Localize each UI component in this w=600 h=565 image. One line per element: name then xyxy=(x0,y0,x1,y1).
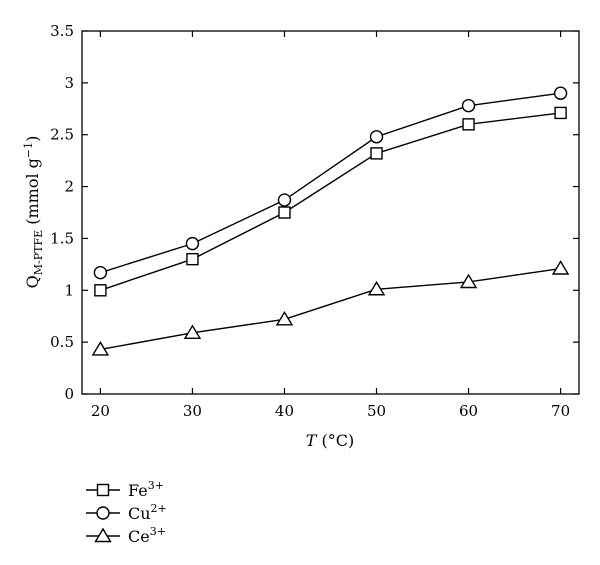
x-tick-label: 40 xyxy=(275,402,294,420)
data-point-ce xyxy=(183,324,202,340)
data-point-cu xyxy=(461,98,476,113)
y-axis-label-rest: (mmol g xyxy=(23,158,42,230)
x-tick-label: 20 xyxy=(91,402,110,420)
y-axis-label-close: ) xyxy=(23,136,42,142)
legend-marker-circle xyxy=(96,506,110,520)
data-point-cu xyxy=(93,265,108,280)
legend-label: Ce3+ xyxy=(128,525,166,546)
legend-label-name: Fe xyxy=(128,481,148,500)
data-point-ce xyxy=(91,341,110,356)
data-point-cu xyxy=(277,193,292,207)
series-line-cu xyxy=(100,92,561,274)
data-point-fe xyxy=(94,284,107,297)
x-tick-label: 50 xyxy=(367,402,386,420)
data-point-ce xyxy=(459,273,478,289)
data-point-fe xyxy=(462,118,475,131)
x-tick-label: 30 xyxy=(183,402,202,420)
data-point-cu xyxy=(369,130,384,144)
y-axis-label: QM-PTFE (mmol g−1) xyxy=(22,136,45,289)
legend-item-fe: Fe3+ xyxy=(86,479,164,500)
x-axis-label-main: T xyxy=(306,431,318,450)
series-line-ce xyxy=(100,267,561,351)
legend-label-charge: 3+ xyxy=(148,479,164,492)
legend-item-ce: Ce3+ xyxy=(86,525,166,546)
legend-label: Cu2+ xyxy=(128,502,167,523)
legend-label-charge: 2+ xyxy=(151,502,167,515)
y-tick-label: 1 xyxy=(64,281,74,299)
series-fe xyxy=(94,106,567,297)
legend-marker-square xyxy=(96,483,110,497)
y-tick-label: 2 xyxy=(64,178,74,196)
legend-label-charge: 3+ xyxy=(150,525,166,538)
y-axis-ticks: 0 0.5 1 1.5 2 2.5 3 3.5 xyxy=(50,22,579,403)
legend-label-name: Ce xyxy=(128,527,150,546)
series-layer xyxy=(91,86,570,356)
y-tick-label: 0 xyxy=(64,385,74,403)
data-point-fe xyxy=(370,147,383,160)
y-tick-label: 2.5 xyxy=(50,126,74,144)
legend-item-cu: Cu2+ xyxy=(86,502,167,523)
y-tick-label: 1.5 xyxy=(50,229,74,247)
data-point-cu xyxy=(185,236,200,251)
data-point-fe xyxy=(186,252,199,266)
x-axis-label-rest: (°C) xyxy=(316,431,354,450)
y-tick-label: 3 xyxy=(64,74,74,92)
y-axis-label-main: Q xyxy=(23,275,42,288)
data-point-ce xyxy=(275,310,294,326)
x-axis-ticks: 20 30 40 50 60 70 xyxy=(91,31,570,420)
legend-label: Fe3+ xyxy=(128,479,164,500)
series-cu xyxy=(93,86,568,280)
y-tick-label: 3.5 xyxy=(50,22,74,40)
data-point-ce xyxy=(367,280,386,296)
x-tick-label: 60 xyxy=(459,402,478,420)
series-ce xyxy=(91,260,570,356)
x-tick-label: 70 xyxy=(551,402,570,420)
legend-label-name: Cu xyxy=(128,504,151,523)
data-point-fe xyxy=(554,106,567,120)
legend-marker-triangle xyxy=(94,527,112,543)
plot-frame xyxy=(81,30,580,395)
data-point-ce xyxy=(551,260,570,275)
y-axis-label-sup: −1 xyxy=(22,142,35,158)
legend: Fe3+Cu2+Ce3+ xyxy=(86,479,167,546)
data-point-fe xyxy=(278,206,291,219)
y-tick-label: 0.5 xyxy=(50,333,74,351)
x-axis-label: T (°C) xyxy=(306,431,354,450)
series-line-fe xyxy=(100,112,561,291)
y-axis-label-sub: M-PTFE xyxy=(32,230,45,275)
data-point-cu xyxy=(553,86,568,100)
